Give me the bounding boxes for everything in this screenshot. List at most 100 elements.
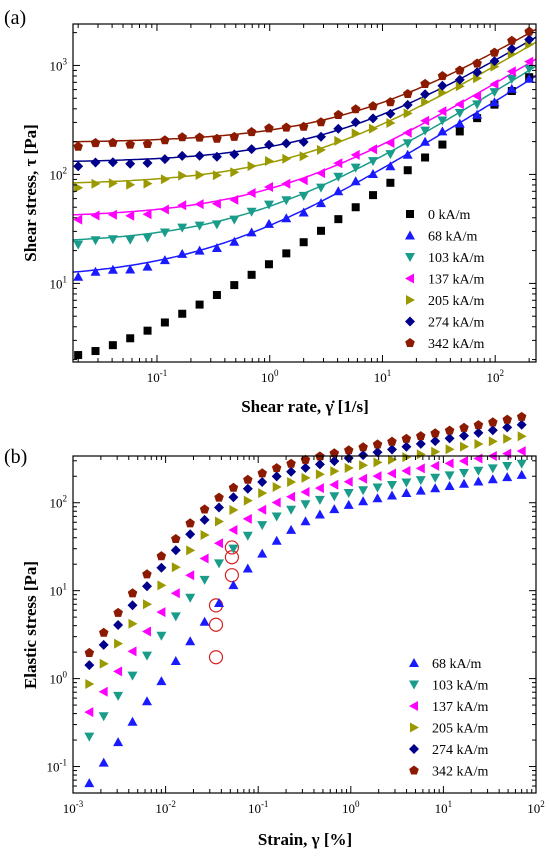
data-point [185, 570, 195, 581]
data-point [387, 444, 397, 455]
data-point [368, 101, 378, 111]
data-point [299, 151, 309, 162]
data-point [421, 97, 431, 107]
data-point [403, 108, 413, 119]
data-point [242, 483, 253, 494]
x-tick-label: 101 [435, 799, 453, 816]
data-point [300, 500, 311, 510]
y-tick-label: 103 [50, 56, 68, 73]
data-point [142, 581, 152, 592]
panel-label-a: (a) [4, 7, 26, 29]
y-tick-label: 102 [50, 165, 68, 182]
data-point [437, 80, 448, 91]
data-point [343, 476, 353, 487]
data-point [437, 126, 448, 136]
y-tick-label: 102 [50, 494, 68, 511]
panel-label-b: (b) [4, 446, 27, 468]
data-point [350, 104, 361, 114]
data-point [316, 117, 326, 127]
data-point [415, 485, 426, 495]
data-point [84, 647, 95, 657]
data-point [200, 530, 210, 540]
data-point [242, 563, 253, 573]
data-point [444, 433, 455, 444]
data-point [369, 123, 378, 134]
data-point [199, 504, 210, 514]
axis-ticks: 10-1 100 101 102 101 102 103 [50, 24, 536, 385]
data-point [84, 778, 95, 788]
data-point [114, 638, 124, 649]
data-point [300, 487, 310, 497]
plot-frame [72, 455, 537, 794]
data-point [460, 441, 469, 452]
data-point [473, 476, 484, 486]
data-point [516, 469, 527, 479]
data-point [444, 425, 455, 435]
legend-label: 205 kA/m [428, 294, 485, 309]
data-point [403, 166, 412, 175]
data-point [257, 521, 268, 531]
data-point [142, 696, 152, 706]
data-point [159, 154, 170, 165]
data-point [170, 656, 181, 665]
data-point [185, 636, 196, 646]
data-point [287, 477, 297, 487]
data-point [454, 109, 465, 118]
data-point [343, 489, 354, 498]
data-point [459, 469, 469, 478]
data-point [264, 218, 274, 228]
data-point [178, 309, 187, 318]
data-point [402, 139, 413, 149]
legend-label: 342 kA/m [432, 765, 489, 780]
data-point [271, 512, 282, 522]
data-point [329, 479, 339, 490]
data-point [416, 431, 426, 441]
data-point [195, 300, 204, 309]
data-point [74, 351, 83, 360]
data-point [258, 488, 268, 499]
data-point [472, 91, 482, 102]
data-point [402, 99, 413, 110]
data-point [177, 150, 188, 161]
data-point [143, 599, 152, 610]
data-point [73, 214, 83, 225]
data-point [445, 444, 455, 455]
yield-point-circle [224, 568, 240, 583]
data-point [369, 191, 378, 200]
legend-label: 137 kA/m [428, 273, 485, 288]
legend-marker [410, 722, 419, 733]
x-tick-label: 101 [374, 368, 392, 385]
data-point [264, 182, 273, 192]
data-point [473, 73, 483, 84]
data-point [177, 132, 187, 142]
data-point [506, 75, 517, 84]
data-point [298, 207, 309, 217]
data-point [373, 457, 383, 468]
yield-point-circle [224, 540, 240, 555]
data-point [127, 716, 138, 726]
data-point [314, 509, 325, 519]
data-point [351, 128, 361, 139]
data-point [300, 516, 311, 526]
data-point [113, 620, 124, 630]
data-point [264, 260, 273, 269]
data-point [73, 240, 84, 250]
data-point [228, 492, 239, 503]
data-point [334, 215, 343, 224]
legend-marker [405, 273, 414, 284]
data-point [502, 422, 513, 433]
data-point [333, 186, 344, 196]
data-point [473, 453, 483, 464]
data-point [506, 43, 517, 54]
data-point [438, 140, 447, 149]
data-point [199, 575, 210, 585]
data-point [264, 139, 274, 150]
data-point [156, 562, 167, 573]
data-point [127, 600, 138, 611]
data-point [454, 118, 465, 128]
data-point [507, 35, 517, 45]
data-point [194, 150, 205, 161]
data-point [489, 88, 500, 98]
data-point [385, 138, 395, 148]
data-point [343, 453, 354, 464]
